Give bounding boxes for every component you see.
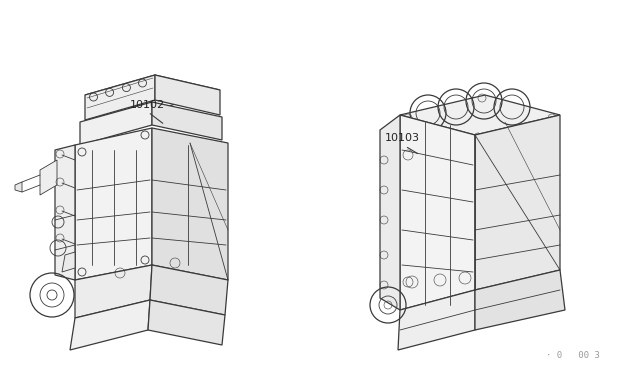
Polygon shape [70, 300, 150, 350]
Polygon shape [75, 265, 152, 318]
Polygon shape [400, 115, 475, 310]
Polygon shape [152, 102, 222, 140]
Polygon shape [55, 145, 75, 280]
Text: · 0   00 3: · 0 00 3 [547, 350, 600, 359]
Polygon shape [400, 95, 560, 135]
Polygon shape [380, 115, 400, 310]
Polygon shape [475, 270, 565, 330]
Polygon shape [398, 290, 475, 350]
Polygon shape [15, 182, 22, 192]
Polygon shape [475, 115, 560, 290]
Polygon shape [62, 252, 75, 272]
Text: 10103: 10103 [385, 133, 420, 143]
Polygon shape [75, 128, 152, 280]
Polygon shape [152, 128, 228, 280]
Polygon shape [40, 160, 57, 195]
Polygon shape [150, 265, 228, 315]
Text: 10102: 10102 [130, 100, 165, 110]
Polygon shape [155, 75, 220, 115]
Polygon shape [85, 75, 155, 120]
Polygon shape [80, 102, 152, 145]
Polygon shape [148, 300, 225, 345]
Polygon shape [85, 75, 220, 112]
